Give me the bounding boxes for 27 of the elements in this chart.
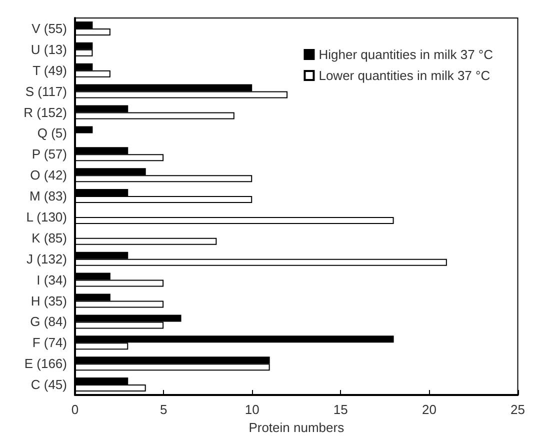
y-tick-label: V (55) [32, 20, 67, 36]
y-tick-label: K (85) [32, 230, 67, 246]
legend-label: Higher quantities in milk 37 °C [318, 47, 494, 62]
y-tick-label: F (74) [32, 335, 67, 350]
y-tick-label: Q (5) [37, 126, 67, 141]
y-tick-label: O (42) [30, 168, 67, 183]
y-tick-label: S (117) [25, 84, 67, 99]
legend-label: Lower quantities in milk 37 °C [318, 68, 490, 83]
x-tick-label: 20 [422, 402, 436, 417]
y-tick-label: P (57) [32, 146, 67, 162]
x-tick-label: 0 [71, 402, 79, 417]
y-tick-label: R (152) [24, 104, 67, 120]
y-tick-label: T (49) [32, 62, 67, 78]
y-tick-label: H (35) [30, 293, 67, 308]
y-tick-label: L (130) [26, 209, 67, 224]
y-tick-label: G (84) [30, 314, 67, 330]
y-tick-label: U (13) [30, 42, 67, 57]
x-axis-title: Protein numbers [248, 420, 345, 435]
y-tick-label: J (132) [26, 251, 67, 266]
x-tick-label: 5 [160, 402, 168, 417]
x-tick-label: 10 [244, 402, 260, 417]
y-tick-label: M (83) [29, 188, 67, 204]
y-tick-label: I (34) [36, 272, 67, 288]
x-tick-label: 15 [333, 402, 348, 417]
x-tick-label: 25 [510, 402, 526, 417]
y-tick-label: E (166) [24, 356, 67, 372]
y-tick-label: C (45) [30, 377, 67, 392]
